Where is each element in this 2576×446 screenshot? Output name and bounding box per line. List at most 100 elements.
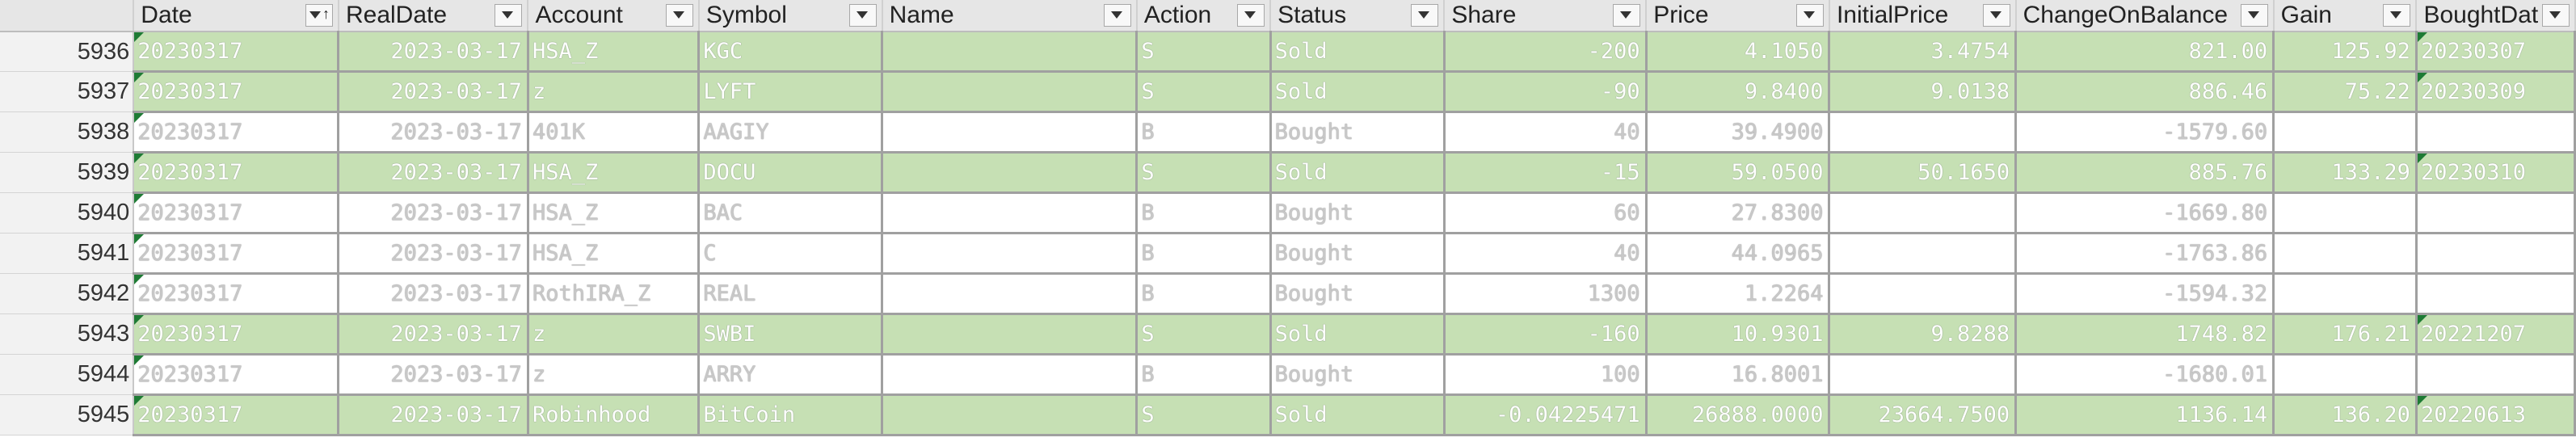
cell-changeonbalance[interactable]: -1680.01: [2015, 354, 2275, 396]
cell-boughtdat[interactable]: 20220613: [2416, 394, 2576, 436]
cell-share[interactable]: -200: [1444, 32, 1648, 73]
cell-date[interactable]: 20230317: [133, 233, 340, 275]
cell-action[interactable]: S: [1136, 394, 1272, 436]
cell-realdate[interactable]: 2023-03-17: [338, 112, 529, 154]
cell-action[interactable]: S: [1136, 152, 1272, 194]
cell-date[interactable]: 20230317: [133, 354, 340, 396]
column-header-share[interactable]: Share: [1444, 0, 1648, 32]
cell-share[interactable]: 40: [1444, 112, 1648, 154]
column-header-initialprice[interactable]: InitialPrice: [1829, 0, 2017, 32]
cell-changeonbalance[interactable]: 885.76: [2015, 152, 2275, 194]
cell-action[interactable]: S: [1136, 71, 1272, 113]
cell-changeonbalance[interactable]: 1748.82: [2015, 313, 2275, 356]
cell-name[interactable]: [882, 152, 1139, 194]
filter-dropdown-button[interactable]: [1795, 4, 1824, 27]
cell-name[interactable]: [882, 112, 1139, 154]
cell-action[interactable]: S: [1136, 313, 1272, 356]
cell-account[interactable]: HSA_Z: [528, 192, 701, 234]
column-header-realdate[interactable]: RealDate: [338, 0, 529, 32]
cell-changeonbalance[interactable]: -1763.86: [2015, 233, 2275, 275]
cell-initialprice[interactable]: [1829, 273, 2018, 315]
cell-realdate[interactable]: 2023-03-17: [338, 71, 529, 113]
cell-changeonbalance[interactable]: -1669.80: [2015, 192, 2275, 234]
cell-symbol[interactable]: BitCoin: [698, 394, 884, 436]
cell-price[interactable]: 27.8300: [1646, 192, 1831, 234]
cell-share[interactable]: -0.04225471: [1444, 394, 1648, 436]
column-header-gain[interactable]: Gain: [2273, 0, 2418, 32]
cell-initialprice[interactable]: 9.8288: [1829, 313, 2018, 356]
filter-dropdown-button[interactable]: [2383, 4, 2411, 27]
cell-gain[interactable]: 176.21: [2273, 313, 2418, 356]
filter-dropdown-button[interactable]: [1237, 4, 1265, 27]
cell-gain[interactable]: [2273, 273, 2418, 315]
cell-status[interactable]: Bought: [1270, 112, 1446, 154]
filter-dropdown-button[interactable]: [1411, 4, 1439, 27]
cell-name[interactable]: [882, 71, 1139, 113]
filter-sort-button[interactable]: ↑: [305, 4, 333, 27]
filter-dropdown-button[interactable]: [495, 4, 523, 27]
cell-realdate[interactable]: 2023-03-17: [338, 192, 529, 234]
row-number[interactable]: 5938: [0, 112, 135, 153]
cell-account[interactable]: z: [528, 313, 701, 356]
cell-status[interactable]: Sold: [1270, 32, 1446, 73]
cell-price[interactable]: 39.4900: [1646, 112, 1831, 154]
cell-realdate[interactable]: 2023-03-17: [338, 233, 529, 275]
cell-share[interactable]: 1300: [1444, 273, 1648, 315]
cell-initialprice[interactable]: [1829, 354, 2018, 396]
cell-share[interactable]: 100: [1444, 354, 1648, 396]
filter-dropdown-button[interactable]: [2240, 4, 2268, 27]
cell-date[interactable]: 20230317: [133, 273, 340, 315]
cell-price[interactable]: 1.2264: [1646, 273, 1831, 315]
cell-action[interactable]: S: [1136, 32, 1272, 73]
cell-gain[interactable]: 136.20: [2273, 394, 2418, 436]
cell-gain[interactable]: [2273, 354, 2418, 396]
row-number[interactable]: 5939: [0, 152, 135, 193]
cell-changeonbalance[interactable]: 821.00: [2015, 32, 2275, 73]
column-header-name[interactable]: Name: [882, 0, 1138, 32]
cell-date[interactable]: 20230317: [133, 152, 340, 194]
cell-price[interactable]: 44.0965: [1646, 233, 1831, 275]
column-header-status[interactable]: Status: [1270, 0, 1446, 32]
cell-status[interactable]: Bought: [1270, 273, 1446, 315]
cell-boughtdat[interactable]: 20230309: [2416, 71, 2576, 113]
filter-dropdown-button[interactable]: [2541, 4, 2570, 27]
cell-name[interactable]: [882, 233, 1139, 275]
cell-changeonbalance[interactable]: -1594.32: [2015, 273, 2275, 315]
cell-boughtdat[interactable]: 20230307: [2416, 32, 2576, 73]
cell-status[interactable]: Sold: [1270, 394, 1446, 436]
cell-gain[interactable]: 125.92: [2273, 32, 2418, 73]
cell-share[interactable]: -15: [1444, 152, 1648, 194]
cell-status[interactable]: Bought: [1270, 233, 1446, 275]
cell-share[interactable]: 60: [1444, 192, 1648, 234]
cell-name[interactable]: [882, 354, 1139, 396]
cell-date[interactable]: 20230317: [133, 394, 340, 436]
cell-action[interactable]: B: [1136, 112, 1272, 154]
cell-initialprice[interactable]: [1829, 192, 2018, 234]
cell-boughtdat[interactable]: [2416, 354, 2576, 396]
cell-boughtdat[interactable]: [2416, 233, 2576, 275]
cell-realdate[interactable]: 2023-03-17: [338, 354, 529, 396]
cell-account[interactable]: z: [528, 354, 701, 396]
cell-name[interactable]: [882, 313, 1139, 356]
cell-realdate[interactable]: 2023-03-17: [338, 394, 529, 436]
cell-action[interactable]: B: [1136, 273, 1272, 315]
cell-boughtdat[interactable]: [2416, 273, 2576, 315]
row-number[interactable]: 5937: [0, 71, 135, 112]
row-number[interactable]: 5936: [0, 32, 135, 72]
cell-realdate[interactable]: 2023-03-17: [338, 273, 529, 315]
cell-share[interactable]: -90: [1444, 71, 1648, 113]
cell-share[interactable]: 40: [1444, 233, 1648, 275]
row-number[interactable]: 5942: [0, 273, 135, 314]
cell-symbol[interactable]: ARRY: [698, 354, 884, 396]
cell-price[interactable]: 4.1050: [1646, 32, 1831, 73]
cell-date[interactable]: 20230317: [133, 112, 340, 154]
cell-changeonbalance[interactable]: 1136.14: [2015, 394, 2275, 436]
cell-initialprice[interactable]: [1829, 233, 2018, 275]
row-number[interactable]: 5944: [0, 354, 135, 395]
row-number[interactable]: 5945: [0, 394, 135, 435]
cell-symbol[interactable]: LYFT: [698, 71, 884, 113]
cell-realdate[interactable]: 2023-03-17: [338, 313, 529, 356]
cell-symbol[interactable]: AAGIY: [698, 112, 884, 154]
cell-name[interactable]: [882, 273, 1139, 315]
cell-action[interactable]: B: [1136, 192, 1272, 234]
